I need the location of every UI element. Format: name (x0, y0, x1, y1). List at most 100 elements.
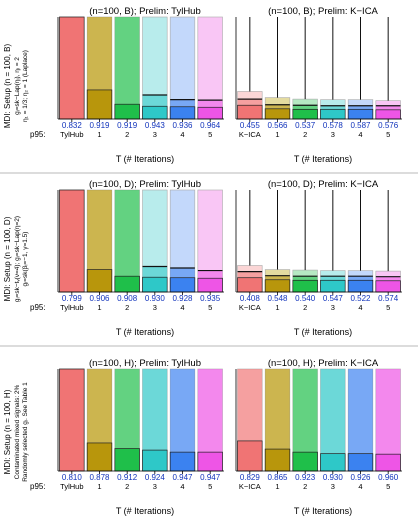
p95-value: 0.578 (323, 121, 344, 130)
median-bar (59, 368, 85, 472)
median-bar (347, 453, 374, 472)
median-bar (142, 449, 168, 472)
median-bar (197, 277, 223, 293)
median-bar (197, 451, 223, 472)
x-tick-label: 3 (331, 130, 335, 139)
p95-value: 0.924 (145, 473, 166, 482)
panel-row1-tylhub: TylHub0.83210.91920.91930.94340.93650.96… (57, 16, 224, 139)
x-tick-label: 2 (303, 482, 307, 491)
p95-value: 0.408 (240, 294, 261, 303)
x-tick-label: 1 (275, 130, 279, 139)
p95-value: 0.906 (89, 294, 110, 303)
median-bar (86, 442, 113, 472)
p95-value: 0.574 (378, 294, 399, 303)
row-3-side-label: MDI: Setup (n = 100, H) Contaminated mix… (3, 382, 29, 482)
p95-value: 0.930 (323, 473, 344, 482)
x-tick-label: 5 (208, 130, 212, 139)
x-tick-label: 3 (153, 130, 157, 139)
box-quartile (114, 17, 140, 119)
p95-value: 0.548 (267, 294, 288, 303)
p95-value: 0.930 (145, 294, 166, 303)
p95-label: p95: (30, 303, 46, 312)
p95-value: 0.960 (378, 473, 399, 482)
median-bar (347, 279, 374, 293)
median-bar (169, 106, 196, 120)
x-tick-label: 4 (358, 482, 362, 491)
p95-value: 0.799 (62, 294, 83, 303)
median-bar (237, 104, 263, 120)
x-tick-label: 5 (386, 303, 390, 312)
p95-label: p95: (30, 130, 46, 139)
x-tick-label: TylHub (60, 130, 83, 139)
x-tick-label: 1 (275, 482, 279, 491)
x-tick-label: 5 (386, 482, 390, 491)
p95-value: 0.522 (350, 294, 371, 303)
median-bar (237, 440, 263, 472)
median-bar (264, 108, 291, 120)
panel-title: (n=100, H); Prelim: TylHub (89, 358, 201, 369)
median-bar (320, 279, 346, 293)
median-bar (264, 448, 291, 472)
p95-value: 0.810 (62, 473, 83, 482)
median-bar (169, 277, 196, 293)
p95-value: 0.947 (200, 473, 221, 482)
x-tick-label: 2 (125, 482, 129, 491)
x-tick-label: 4 (180, 482, 184, 491)
x-tick-label: K−ICA (239, 303, 261, 312)
p95-value: 0.943 (145, 121, 166, 130)
p95-value: 0.576 (378, 121, 399, 130)
x-tick-label: 1 (97, 482, 101, 491)
x-tick-label: 3 (153, 482, 157, 491)
box-quartile (114, 190, 140, 292)
x-tick-label: 3 (331, 303, 335, 312)
row-2-side-label-line-1: MDI: Setup (n = 100, D) (3, 216, 12, 301)
median-bar (114, 448, 140, 472)
median-bar (347, 108, 374, 120)
x-tick-label: 3 (331, 482, 335, 491)
p95-value: 0.832 (62, 121, 83, 130)
p95-value: 0.926 (350, 473, 371, 482)
median-bar (264, 279, 291, 293)
panel-title: (n=100, B); Prelim: TylHub (89, 6, 201, 17)
x-axis-label: T (# Iterations) (294, 327, 352, 337)
median-bar (86, 269, 113, 293)
row-2-side-label-line-2: gᵢ=sk−tᵥ(ν=4); gᵢ=sk−Lap(η=2) (14, 216, 21, 302)
row-3-side-label-line-3: Randomly selected gᵢ. See Table 1 (22, 382, 29, 482)
median-bar (375, 109, 401, 120)
x-axis-label: T (# Iterations) (294, 506, 352, 516)
p95-value: 0.537 (295, 121, 316, 130)
p95-value: 0.566 (267, 121, 288, 130)
p95-value: 0.455 (240, 121, 261, 130)
x-tick-label: K−ICA (239, 482, 261, 491)
median-bar (142, 105, 168, 120)
row-3-side-label-line-1: MDI: Setup (n = 100, H) (3, 389, 12, 474)
p95-value: 0.964 (200, 121, 221, 130)
p95-value: 0.547 (323, 294, 344, 303)
p95-value: 0.587 (350, 121, 371, 130)
median-bar (320, 453, 346, 472)
p95-value: 0.928 (172, 294, 193, 303)
row-1-side-label-line-1: MDI: Setup (n = 100, B) (3, 44, 12, 129)
row-1-side-label-line-2: gᵢ=sk−Lap(ηᵢ), ηᵢ = 2 (14, 57, 21, 115)
p95-value: 0.865 (267, 473, 288, 482)
p95-value: 0.935 (200, 294, 221, 303)
p95-value: 0.829 (240, 473, 261, 482)
x-tick-label: 5 (208, 303, 212, 312)
median-bar (292, 108, 318, 120)
x-tick-label: 2 (125, 130, 129, 139)
x-tick-label: TylHub (60, 303, 83, 312)
row-3-side-label-line-2: Contaminated mixed signals: 2% (14, 384, 21, 479)
median-bar (292, 451, 318, 472)
p95-value: 0.912 (117, 473, 138, 482)
x-axis-label: T (# Iterations) (116, 506, 174, 516)
median-bar (59, 189, 85, 293)
panel-title: (n=100, B); Prelim: K−ICA (268, 6, 378, 17)
x-tick-label: 4 (358, 130, 362, 139)
x-tick-label: 2 (303, 303, 307, 312)
row-2-side-label: MDI: Setup (n = 100, D) gᵢ=sk−tᵥ(ν=4); g… (3, 216, 29, 302)
p95-value: 0.936 (172, 121, 193, 130)
